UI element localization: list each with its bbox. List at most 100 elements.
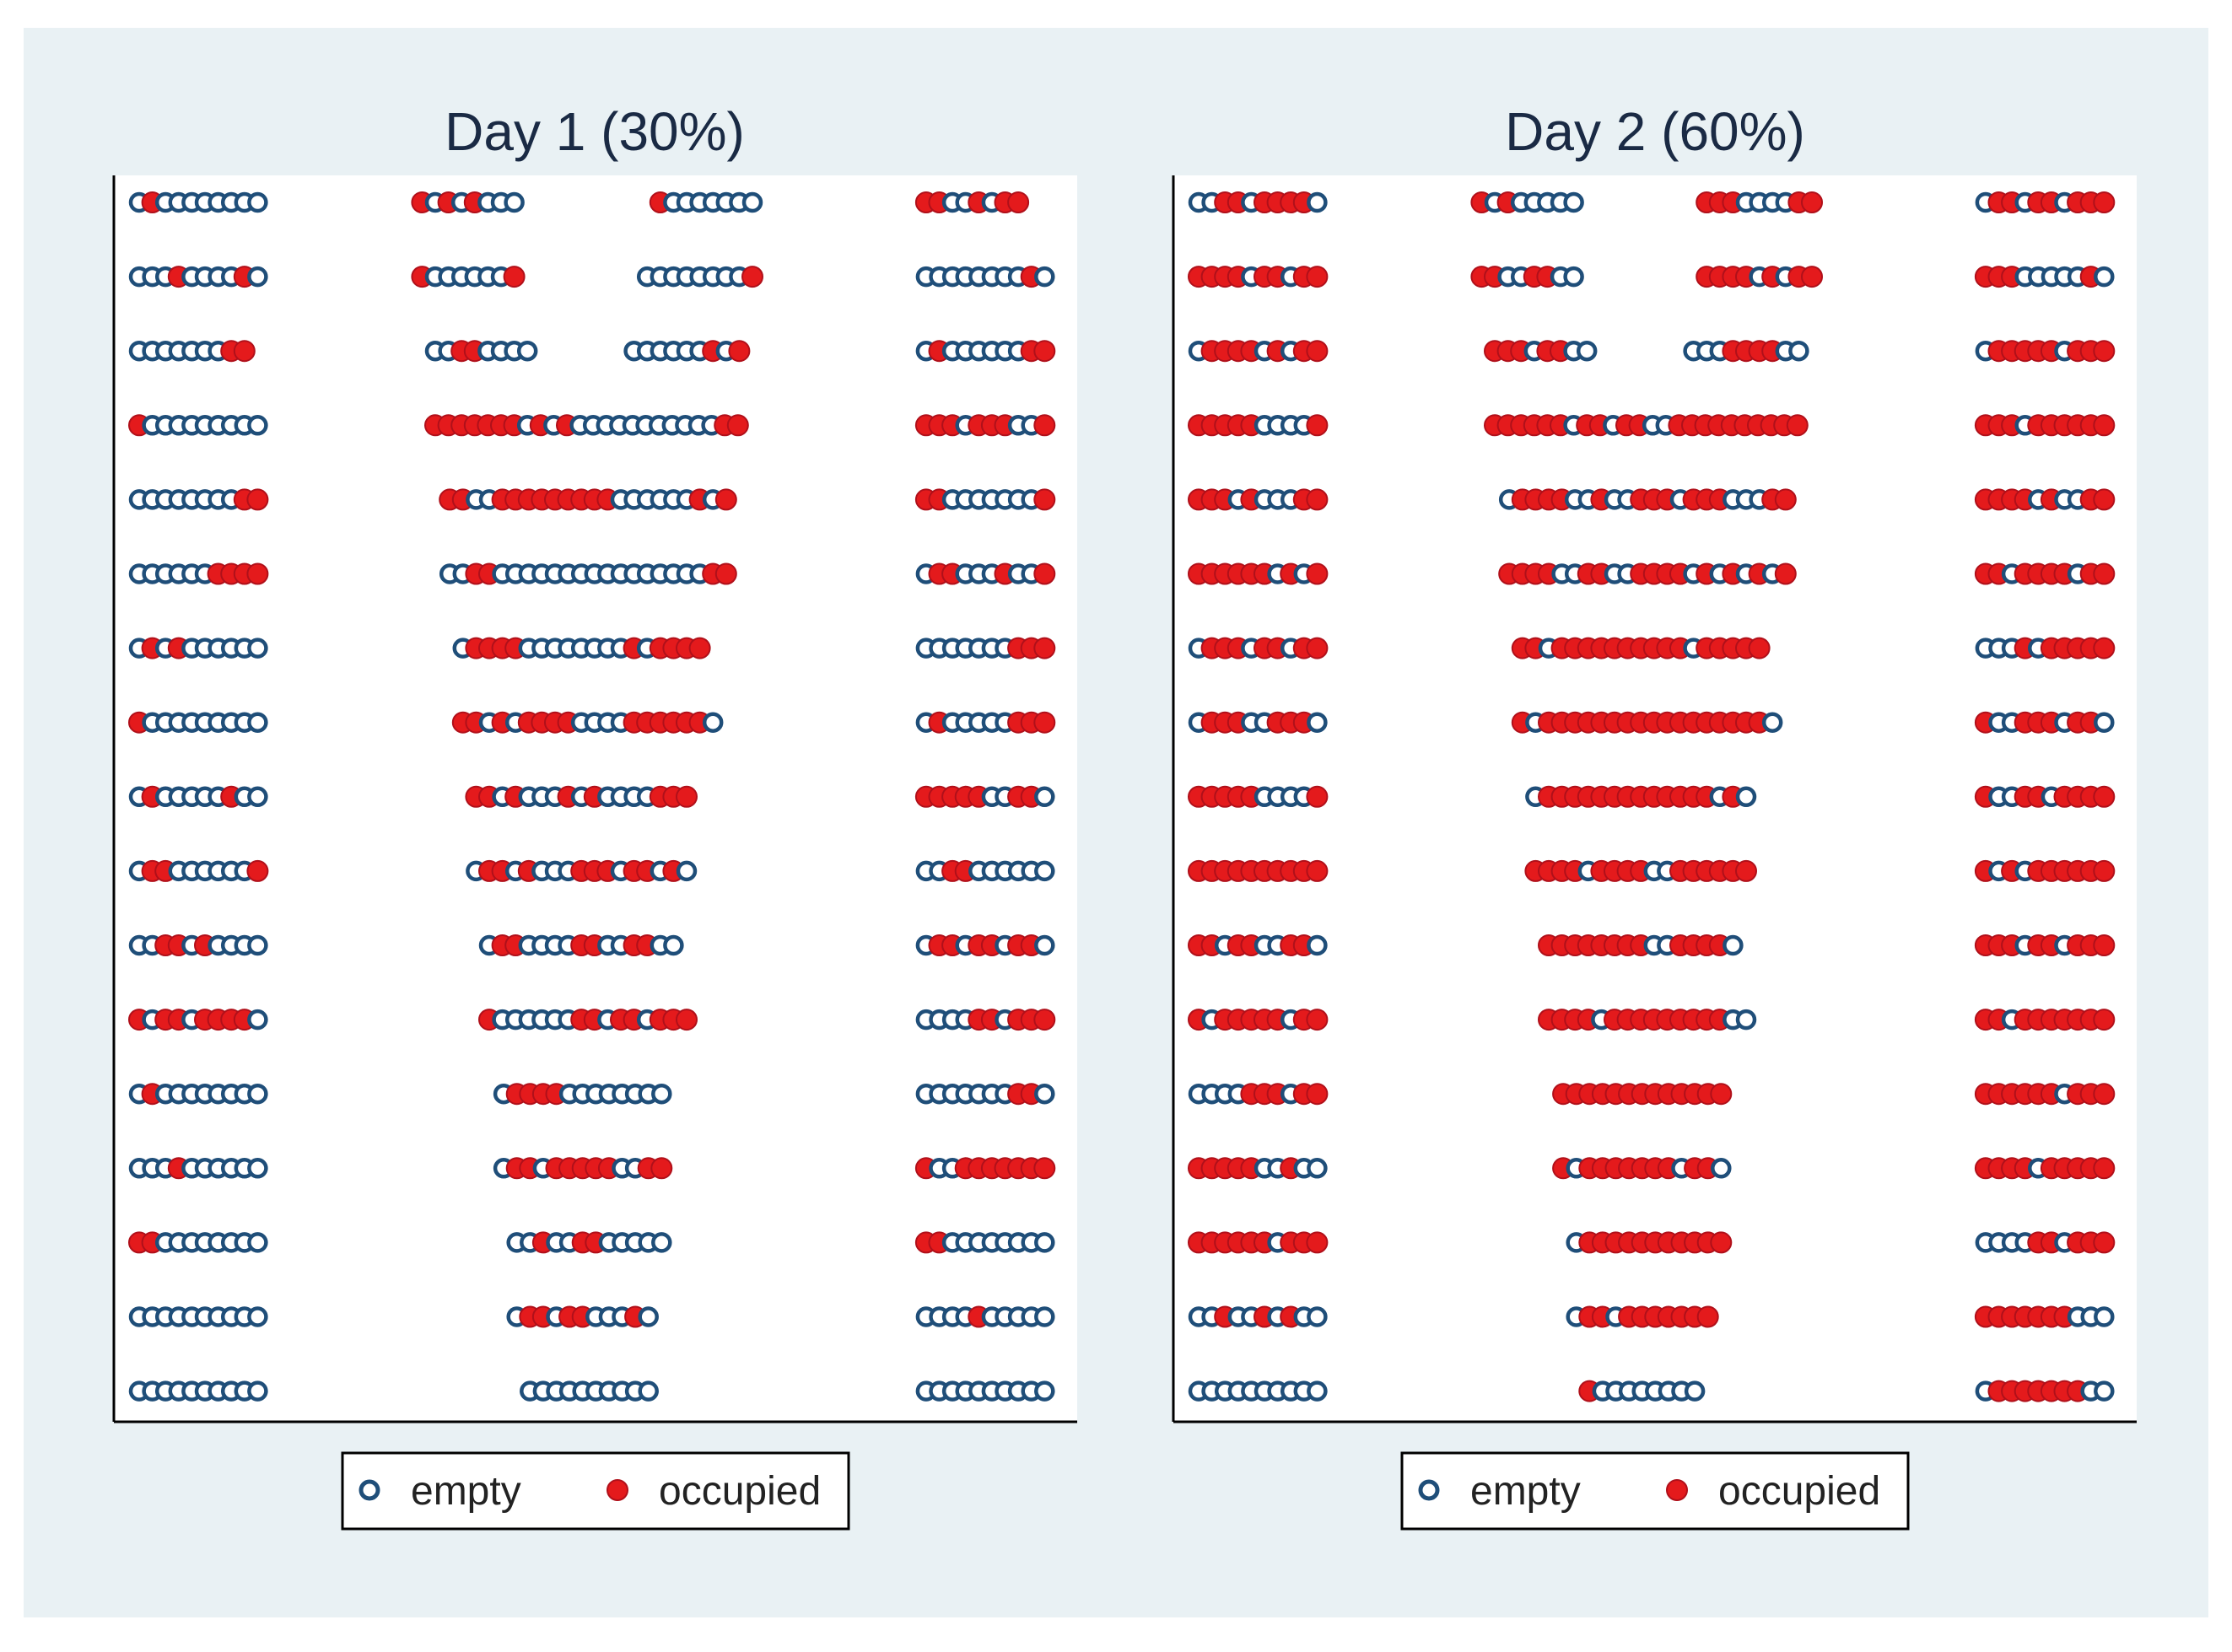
empty-seat-point: [1307, 934, 1328, 956]
legend: empty occupied: [341, 1451, 850, 1531]
empty-seat-point: [1034, 1083, 1055, 1105]
occupied-seat-point: [1710, 1231, 1733, 1254]
empty-seat-point: [702, 712, 724, 733]
legend-empty-marker: [1418, 1479, 1440, 1501]
panel-day-1: Day 1 (30%) empty occupied: [112, 101, 1077, 1531]
occupied-seat-point: [233, 340, 256, 363]
occupied-seat-point: [1033, 711, 1056, 734]
empty-seat-point: [1307, 1158, 1328, 1179]
empty-seat-point: [2094, 1306, 2115, 1327]
occupied-seat-point: [246, 859, 269, 882]
empty-seat-point: [1563, 266, 1584, 288]
empty-seat-point: [247, 934, 268, 956]
occupied-seat-point: [1306, 414, 1329, 437]
occupied-seat-point: [741, 266, 763, 288]
empty-seat-point: [247, 1083, 268, 1105]
occupied-seat-point: [728, 340, 751, 363]
occupied-seat-point: [1306, 1083, 1329, 1106]
empty-seat-point: [1711, 1158, 1732, 1179]
occupied-seat-point: [2093, 340, 2116, 363]
occupied-seat-point: [1801, 266, 1823, 288]
occupied-seat-point: [2093, 191, 2116, 213]
legend-empty-marker: [359, 1479, 380, 1501]
empty-seat-point: [1735, 1009, 1757, 1030]
empty-seat-point: [2094, 1380, 2115, 1402]
legend-empty-label: empty: [1470, 1469, 1581, 1514]
occupied-seat-point: [2093, 1231, 2116, 1254]
empty-seat-point: [247, 712, 268, 733]
legend: empty occupied: [1400, 1451, 1910, 1531]
occupied-seat-point: [1774, 562, 1797, 585]
occupied-seat-point: [2093, 859, 2116, 882]
empty-seat-point: [1034, 934, 1055, 956]
empty-seat-point: [1735, 786, 1757, 808]
occupied-seat-point: [676, 1009, 698, 1031]
occupied-seat-point: [1033, 340, 1056, 363]
occupied-seat-point: [714, 562, 737, 585]
occupied-seat-point: [2093, 1157, 2116, 1180]
occupied-seat-point: [1306, 340, 1329, 363]
empty-seat-point: [247, 1306, 268, 1327]
occupied-seat-point: [650, 1157, 673, 1180]
occupied-seat-point: [1306, 637, 1329, 659]
empty-seat-point: [247, 1380, 268, 1402]
occupied-seat-point: [246, 562, 269, 585]
empty-seat-point: [1034, 266, 1055, 288]
empty-seat-point: [1307, 1306, 1328, 1327]
occupied-seat-point: [714, 488, 737, 511]
occupied-seat-point: [1033, 414, 1056, 437]
empty-seat-point: [1307, 712, 1328, 733]
empty-seat-point: [247, 415, 268, 436]
occupied-seat-point: [1306, 785, 1329, 808]
empty-seat-point: [1307, 191, 1328, 213]
empty-seat-point: [247, 266, 268, 288]
empty-seat-point: [741, 191, 763, 213]
empty-seat-point: [1788, 340, 1809, 362]
occupied-seat-point: [503, 266, 526, 288]
occupied-seat-point: [726, 414, 749, 437]
occupied-seat-point: [2093, 488, 2116, 511]
occupied-seat-point: [2093, 414, 2116, 437]
occupied-seat-point: [1696, 1305, 1719, 1328]
occupied-seat-point: [2093, 1009, 2116, 1031]
empty-seat-point: [1723, 934, 1744, 956]
occupied-seat-point: [676, 785, 698, 808]
occupied-seat-point: [1306, 266, 1329, 288]
empty-seat-point: [1684, 1380, 1706, 1402]
empty-seat-point: [247, 786, 268, 808]
occupied-seat-point: [1786, 414, 1809, 437]
empty-seat-point: [1034, 860, 1055, 882]
legend-occupied-marker: [1666, 1479, 1688, 1501]
panel-title: Day 2 (60%): [1505, 101, 1805, 162]
empty-seat-point: [516, 340, 538, 362]
empty-seat-point: [676, 860, 698, 882]
occupied-seat-point: [1306, 488, 1329, 511]
legend-occupied-marker: [607, 1479, 628, 1501]
occupied-seat-point: [2093, 562, 2116, 585]
legend-box: [1400, 1451, 1910, 1531]
legend-occupied-label: occupied: [659, 1469, 821, 1514]
empty-seat-point: [638, 1380, 659, 1402]
empty-seat-point: [247, 1158, 268, 1179]
empty-seat-point: [247, 1009, 268, 1030]
occupied-seat-point: [1033, 1157, 1056, 1180]
occupied-seat-point: [1735, 859, 1757, 882]
empty-seat-point: [663, 934, 684, 956]
empty-seat-point: [1563, 191, 1584, 213]
occupied-seat-point: [2093, 637, 2116, 659]
occupied-seat-point: [246, 488, 269, 511]
empty-seat-point: [638, 1306, 659, 1327]
occupied-seat-point: [1033, 488, 1056, 511]
occupied-seat-point: [1710, 1083, 1733, 1106]
empty-seat-point: [651, 1232, 672, 1253]
occupied-seat-point: [1033, 1009, 1056, 1031]
empty-seat-point: [1034, 786, 1055, 808]
marks-group: [1188, 191, 2116, 1402]
occupied-seat-point: [1306, 1231, 1329, 1254]
empty-seat-point: [2094, 266, 2115, 288]
empty-seat-point: [504, 191, 525, 213]
occupied-seat-point: [1748, 637, 1771, 659]
occupied-seat-point: [1306, 562, 1329, 585]
